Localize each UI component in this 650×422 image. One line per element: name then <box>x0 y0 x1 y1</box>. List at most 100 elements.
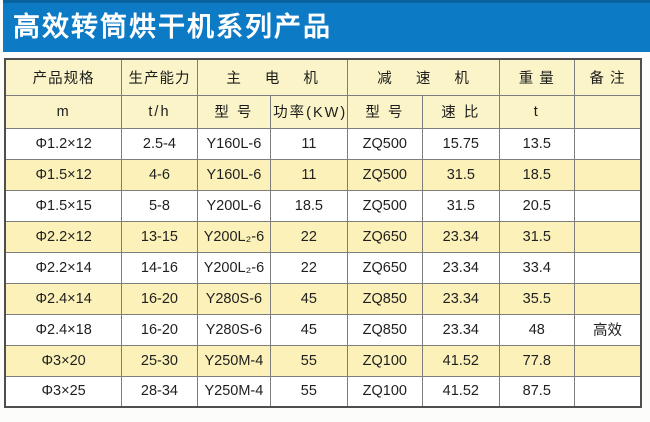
cell-motor-power: 11 <box>270 158 348 191</box>
cell-motor-power: 22 <box>270 220 348 253</box>
cell-weight: 33.4 <box>498 251 576 284</box>
subheader-weight-unit: t <box>498 94 576 129</box>
cell-motor-model: Y200L-6 <box>196 189 272 222</box>
cell-capacity: 4-6 <box>121 158 198 191</box>
subheader-motor-model: 型 号 <box>196 94 272 129</box>
cell-weight: 35.5 <box>498 282 576 315</box>
cell-reducer-ratio: 41.52 <box>422 344 500 377</box>
table-row: Φ3×20 25-30 Y250M-4 55 ZQ100 41.52 77.8 <box>4 344 642 377</box>
cell-spec: Φ2.2×12 <box>4 220 123 253</box>
cell-reducer-ratio: 41.52 <box>422 375 500 408</box>
header-group-row: 产品规格 生产能力 主 电 机 减 速 机 重 量 备 注 <box>4 58 642 96</box>
cell-spec: Φ1.2×12 <box>4 127 123 160</box>
cell-motor-model: Y200L₂-6 <box>196 251 272 284</box>
cell-weight: 13.5 <box>498 127 576 160</box>
cell-remark <box>574 189 642 222</box>
cell-reducer-ratio: 23.34 <box>422 220 500 253</box>
cell-weight: 48 <box>498 313 576 346</box>
cell-weight: 87.5 <box>498 375 576 408</box>
col-header-reducer: 减 速 机 <box>346 58 500 96</box>
cell-motor-model: Y280S-6 <box>196 282 272 315</box>
col-header-remark: 备 注 <box>574 58 642 96</box>
cell-capacity: 13-15 <box>121 220 198 253</box>
table-body: Φ1.2×12 2.5-4 Y160L-6 11 ZQ500 15.75 13.5 Φ1.5×… <box>4 127 642 408</box>
title-banner: 高效转筒烘干机系列产品 <box>3 0 650 52</box>
cell-motor-model: Y250M-4 <box>196 344 272 377</box>
cell-spec: Φ3×25 <box>4 375 123 408</box>
col-header-weight: 重 量 <box>498 58 576 96</box>
cell-motor-power: 22 <box>270 251 348 284</box>
table-row: Φ1.2×12 2.5-4 Y160L-6 11 ZQ500 15.75 13.5 <box>4 127 642 160</box>
cell-reducer-model: ZQ850 <box>346 282 424 315</box>
cell-capacity: 25-30 <box>121 344 198 377</box>
cell-reducer-ratio: 31.5 <box>422 189 500 222</box>
cell-reducer-ratio: 23.34 <box>422 313 500 346</box>
subheader-reducer-model: 型 号 <box>346 94 424 129</box>
cell-weight: 31.5 <box>498 220 576 253</box>
cell-capacity: 5-8 <box>121 189 198 222</box>
cell-remark <box>574 282 642 315</box>
cell-remark <box>574 127 642 160</box>
cell-remark: 高效 <box>574 313 642 346</box>
cell-reducer-model: ZQ500 <box>346 189 424 222</box>
subheader-motor-power: 功率(KW) <box>270 94 348 129</box>
cell-reducer-model: ZQ100 <box>346 375 424 408</box>
cell-reducer-model: ZQ850 <box>346 313 424 346</box>
cell-reducer-ratio: 31.5 <box>422 158 500 191</box>
cell-capacity: 2.5-4 <box>121 127 198 160</box>
cell-remark <box>574 344 642 377</box>
cell-spec: Φ2.4×18 <box>4 313 123 346</box>
cell-motor-model: Y160L-6 <box>196 158 272 191</box>
dryer-spec-table: 产品规格 生产能力 主 电 机 减 速 机 重 量 备 注 m t/h 型 号 … <box>4 58 642 408</box>
subheader-remark <box>574 94 642 129</box>
cell-motor-power: 18.5 <box>270 189 348 222</box>
page-title: 高效转筒烘干机系列产品 <box>13 12 332 42</box>
cell-capacity: 28-34 <box>121 375 198 408</box>
cell-remark <box>574 375 642 408</box>
cell-motor-model: Y200L₂-6 <box>196 220 272 253</box>
header-unit-row: m t/h 型 号 功率(KW) 型 号 速 比 t <box>4 94 642 129</box>
cell-capacity: 16-20 <box>121 282 198 315</box>
cell-motor-power: 45 <box>270 313 348 346</box>
table-row: Φ1.5×12 4-6 Y160L-6 11 ZQ500 31.5 18.5 <box>4 158 642 191</box>
table-row: Φ2.2×14 14-16 Y200L₂-6 22 ZQ650 23.34 33.4 <box>4 251 642 284</box>
cell-spec: Φ2.2×14 <box>4 251 123 284</box>
cell-reducer-ratio: 23.34 <box>422 282 500 315</box>
cell-reducer-ratio: 15.75 <box>422 127 500 160</box>
subheader-spec-unit: m <box>4 94 123 129</box>
cell-motor-power: 11 <box>270 127 348 160</box>
cell-weight: 18.5 <box>498 158 576 191</box>
col-header-spec: 产品规格 <box>4 58 123 96</box>
cell-remark <box>574 158 642 191</box>
table-row: Φ1.5×15 5-8 Y200L-6 18.5 ZQ500 31.5 20.5 <box>4 189 642 222</box>
cell-reducer-model: ZQ650 <box>346 251 424 284</box>
col-header-motor: 主 电 机 <box>196 58 348 96</box>
col-header-capacity: 生产能力 <box>121 58 198 96</box>
cell-reducer-model: ZQ500 <box>346 127 424 160</box>
cell-reducer-ratio: 23.34 <box>422 251 500 284</box>
cell-weight: 77.8 <box>498 344 576 377</box>
table-row: Φ2.4×14 16-20 Y280S-6 45 ZQ850 23.34 35.5 <box>4 282 642 315</box>
subheader-reducer-ratio: 速 比 <box>422 94 500 129</box>
cell-motor-power: 55 <box>270 375 348 408</box>
cell-remark <box>574 251 642 284</box>
table-row: Φ3×25 28-34 Y250M-4 55 ZQ100 41.52 87.5 <box>4 375 642 408</box>
cell-reducer-model: ZQ650 <box>346 220 424 253</box>
table-header: 产品规格 生产能力 主 电 机 减 速 机 重 量 备 注 m t/h 型 号 … <box>4 58 642 129</box>
cell-spec: Φ3×20 <box>4 344 123 377</box>
cell-capacity: 14-16 <box>121 251 198 284</box>
subheader-capacity-unit: t/h <box>121 94 198 129</box>
cell-motor-model: Y250M-4 <box>196 375 272 408</box>
cell-weight: 20.5 <box>498 189 576 222</box>
cell-motor-power: 45 <box>270 282 348 315</box>
cell-capacity: 16-20 <box>121 313 198 346</box>
cell-motor-model: Y280S-6 <box>196 313 272 346</box>
cell-spec: Φ1.5×15 <box>4 189 123 222</box>
table-row: Φ2.2×12 13-15 Y200L₂-6 22 ZQ650 23.34 31.5 <box>4 220 642 253</box>
table-row: Φ2.4×18 16-20 Y280S-6 45 ZQ850 23.34 48 高效 <box>4 313 642 346</box>
cell-motor-power: 55 <box>270 344 348 377</box>
cell-spec: Φ2.4×14 <box>4 282 123 315</box>
cell-remark <box>574 220 642 253</box>
cell-reducer-model: ZQ100 <box>346 344 424 377</box>
